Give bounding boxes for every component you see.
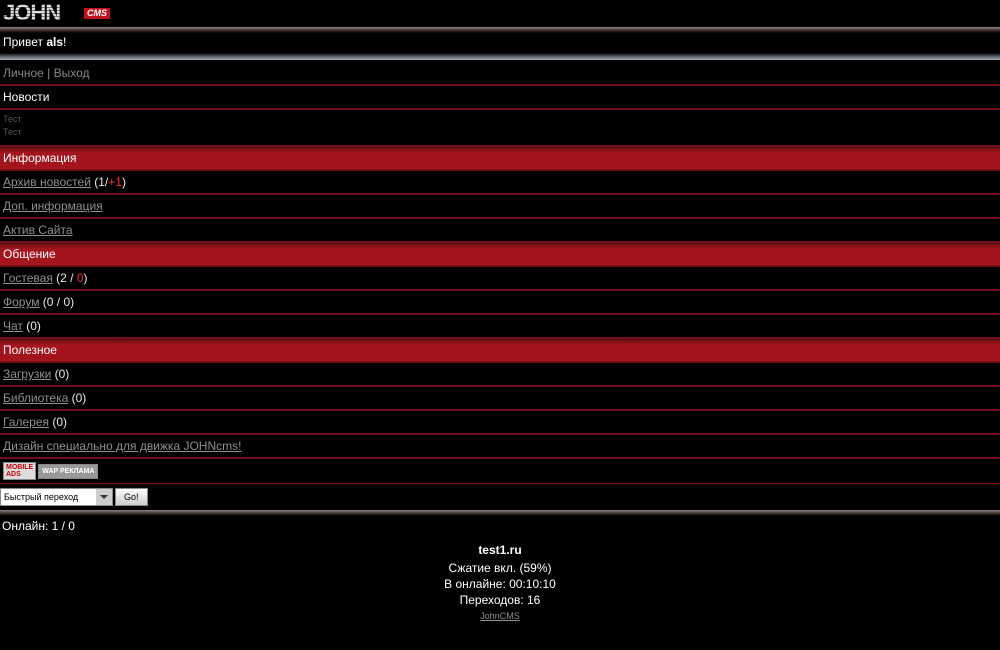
online-count: Онлайн: 1 / 0 xyxy=(2,519,75,533)
counter: (1/ xyxy=(90,175,109,189)
counter: (0) xyxy=(51,367,70,381)
banner-text: WAP РЕКЛАМА xyxy=(42,467,95,475)
menu-link[interactable]: Гостевая xyxy=(3,271,53,285)
menu-link[interactable]: Архив новостей xyxy=(3,175,91,189)
quick-jump-select[interactable]: Быстрый переход xyxy=(0,488,113,506)
menu-separator: | xyxy=(43,66,54,80)
counter-new: +1 xyxy=(108,175,122,189)
banners: MOBILE ADS WAP РЕКЛАМА xyxy=(0,459,1000,484)
counter: ) xyxy=(121,175,126,189)
news-item: Тест xyxy=(3,114,22,124)
banner-text: MOBILE xyxy=(6,464,34,471)
greeting-prefix: Привет xyxy=(3,35,47,49)
news-item: Тест xyxy=(3,127,22,137)
logo-sub: CMS xyxy=(84,8,110,19)
menu-row: Загрузки (0) xyxy=(0,363,1000,387)
menu-link[interactable]: Загрузки xyxy=(3,367,52,381)
counter-new: 0 xyxy=(76,271,84,285)
counter: (0) xyxy=(49,415,68,429)
menu-row: Архив новостей (1/+1) xyxy=(0,171,1000,195)
menu-row: Доп. информация xyxy=(0,195,1000,219)
banner[interactable]: MOBILE ADS xyxy=(3,462,37,480)
design-link[interactable]: Дизайн специально для движка JOHNcms! xyxy=(3,439,242,453)
banner-text: ADS xyxy=(6,471,21,478)
select-text: Быстрый переход xyxy=(4,492,79,502)
user-menu: Личное | Выход xyxy=(0,62,1000,86)
menu-row: Актив Сайта xyxy=(0,219,1000,243)
counter: (0) xyxy=(68,391,87,405)
menu-row: Гостевая (2 / 0) xyxy=(0,267,1000,291)
section-header: Общение xyxy=(0,243,1000,267)
menu-link[interactable]: Выход xyxy=(53,66,90,80)
menu-row: Галерея (0) xyxy=(0,411,1000,435)
menu-row: Библиотека (0) xyxy=(0,387,1000,411)
select-arrow xyxy=(100,495,108,503)
news-items: Тест Тест xyxy=(0,110,1000,147)
logo-main: JOHN xyxy=(3,0,61,25)
section-header: Полезное xyxy=(0,339,1000,363)
section-header: Информация xyxy=(0,147,1000,171)
footer: test1.ru Сжатие вкл. (59%) В онлайне: 00… xyxy=(0,540,1000,624)
quick-jump: Быстрый переход Go! xyxy=(0,484,1000,510)
counter: ) xyxy=(83,271,88,285)
menu-link[interactable]: Форум xyxy=(3,295,40,309)
menu-link[interactable]: Личное xyxy=(3,66,44,80)
username: als xyxy=(46,35,64,49)
menu-link[interactable]: Актив Сайта xyxy=(3,223,73,237)
banner[interactable]: WAP РЕКЛАМА xyxy=(38,463,99,479)
footer-line: Сжатие вкл. (59%) xyxy=(448,561,552,575)
menu-row: Чат (0) xyxy=(0,315,1000,339)
counter: (0) xyxy=(22,319,41,333)
menu-row: Форум (0 / 0) xyxy=(0,291,1000,315)
copyright-link[interactable]: JohnCMS xyxy=(480,611,520,621)
sections: Информация Архив новостей (1/+1) Доп. инфо… xyxy=(0,147,1000,435)
divider xyxy=(0,510,1000,516)
menu-link[interactable]: Галерея xyxy=(3,415,50,429)
footer-line: Переходов: 16 xyxy=(459,593,541,607)
greeting-suffix: ! xyxy=(63,35,67,49)
site-name: test1.ru xyxy=(478,543,522,557)
logo[interactable]: JOHN CMS xyxy=(0,0,1000,27)
design-row: Дизайн специально для движка JOHNcms! xyxy=(0,435,1000,459)
menu-link[interactable]: Чат xyxy=(3,319,23,333)
counter: (0 / 0) xyxy=(39,295,75,309)
divider xyxy=(0,27,1000,33)
news-title: Новости xyxy=(0,86,1000,110)
menu-link[interactable]: Библиотека xyxy=(3,391,69,405)
footer-line: В онлайне: 00:10:10 xyxy=(444,577,556,591)
go-button[interactable]: Go! xyxy=(115,488,148,506)
counter: (2 / xyxy=(52,271,77,285)
menu-link[interactable]: Доп. информация xyxy=(3,199,103,213)
greeting: Привет als! xyxy=(0,33,1000,53)
divider xyxy=(0,53,1000,60)
